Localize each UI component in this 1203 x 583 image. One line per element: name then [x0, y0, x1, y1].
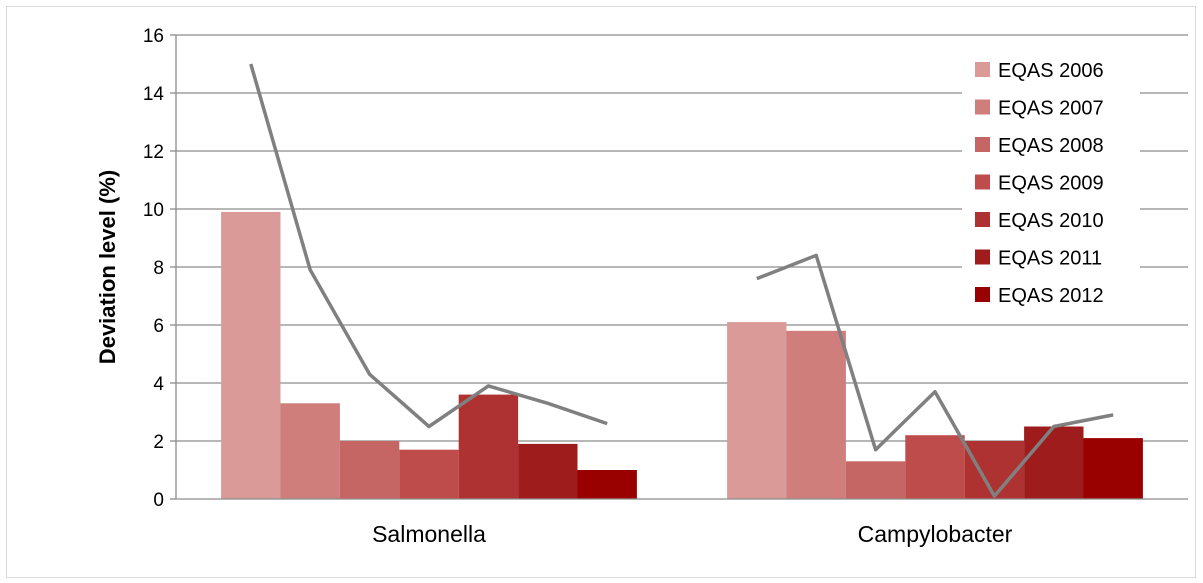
x-category-label: Salmonella	[372, 521, 486, 547]
bar	[727, 322, 787, 499]
y-tick-label: 2	[153, 432, 164, 453]
bar	[518, 443, 578, 499]
overlay-line	[756, 253, 1114, 498]
legend-label: EQAS 2006	[998, 60, 1104, 82]
y-tick-label: 4	[153, 374, 164, 395]
legend-swatch	[975, 174, 990, 190]
bar	[786, 330, 846, 499]
y-axis-label: Deviation level (%)	[95, 170, 120, 364]
bars	[221, 211, 1143, 499]
legend-label: EQAS 2010	[998, 210, 1104, 232]
legend-swatch	[975, 137, 990, 152]
overlay-line	[249, 63, 608, 429]
bar	[339, 441, 400, 499]
legend-swatch	[975, 212, 990, 227]
bar	[964, 441, 1025, 499]
legend-label: EQAS 2012	[998, 285, 1104, 307]
legend-swatch	[975, 249, 990, 265]
y-tick-label: 12	[143, 142, 164, 163]
legend-label: EQAS 2011	[998, 248, 1102, 270]
axes: 0 2 4 6 8 10 12 14 16 Salmonella Campylobacter	[143, 26, 1188, 547]
legend-swatch	[975, 62, 990, 77]
legend-swatch	[975, 287, 990, 302]
bar	[1024, 426, 1084, 499]
bar	[577, 470, 637, 499]
legend-label: EQAS 2009	[998, 173, 1104, 195]
x-category-label: Campylobacter	[858, 521, 1013, 547]
legend-background	[962, 48, 1140, 314]
y-tick-label: 8	[153, 258, 164, 279]
y-tick-label: 0	[153, 490, 164, 511]
y-tick-label: 10	[143, 200, 164, 221]
legend-label: EQAS 2007	[998, 98, 1104, 120]
bar	[845, 461, 906, 499]
bar	[280, 403, 340, 499]
legend: EQAS 2006 EQAS 2007 EQAS 2008 EQAS 2009 EQAS…	[962, 48, 1140, 314]
legend-swatch	[975, 99, 990, 115]
bar	[399, 449, 459, 499]
bar	[1083, 438, 1143, 499]
bar	[458, 394, 519, 499]
y-tick-label: 16	[143, 26, 164, 47]
y-tick-label: 6	[153, 316, 164, 337]
y-tick-label: 14	[143, 84, 165, 105]
bar	[905, 435, 965, 499]
overlay-lines	[249, 63, 1114, 498]
legend-label: EQAS 2008	[998, 135, 1104, 157]
bar	[221, 211, 281, 499]
